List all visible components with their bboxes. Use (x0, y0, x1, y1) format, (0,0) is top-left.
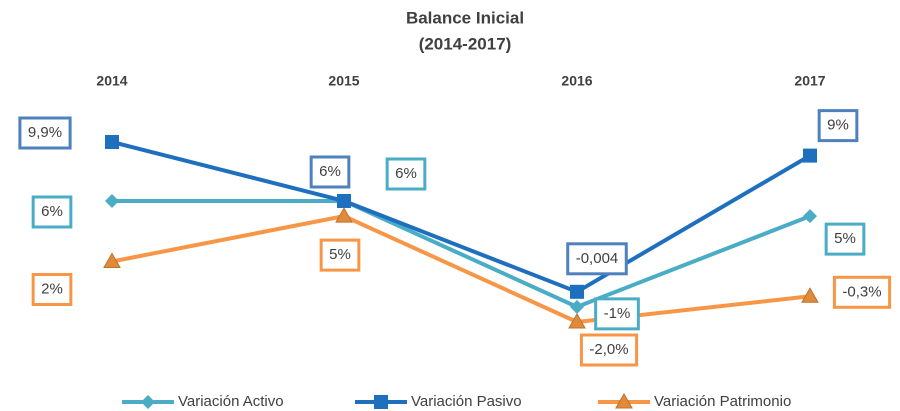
legend-label: Variación Pasivo (411, 393, 522, 410)
data-label: -0,3% (842, 283, 881, 300)
data-label: 6% (319, 163, 341, 180)
x-tick-label: 2017 (794, 73, 825, 89)
label-box (18, 116, 72, 150)
chart-subtitle: (2014-2017) (419, 34, 512, 53)
data-label: 2% (41, 280, 63, 297)
data-label: 6% (41, 203, 63, 220)
data-label: -1% (604, 305, 631, 322)
legend-label: Variación Patrimonio (654, 393, 791, 410)
label-box (817, 109, 859, 143)
data-label: -0,004 (576, 250, 619, 267)
legend-label: Variación Activo (178, 393, 284, 410)
label-box (309, 155, 351, 189)
x-tick-label: 2014 (96, 73, 127, 89)
data-label: 9,9% (28, 124, 62, 141)
data-label: 6% (395, 165, 417, 182)
x-tick-label: 2015 (328, 73, 359, 89)
marker (615, 392, 633, 409)
marker (141, 395, 155, 409)
data-label: -2,0% (589, 341, 628, 358)
marker (803, 148, 817, 163)
data-label: 9% (827, 117, 849, 134)
marker (103, 252, 121, 268)
marker (335, 207, 353, 223)
marker (105, 193, 119, 208)
marker (568, 312, 586, 329)
chart-title: Balance Inicial (406, 8, 524, 27)
series-line (111, 140, 812, 294)
marker (801, 287, 819, 303)
series-line (111, 214, 811, 324)
marker (374, 395, 388, 409)
marker (803, 209, 817, 224)
data-label: 5% (834, 230, 856, 247)
marker (105, 135, 119, 149)
x-tick-label: 2016 (561, 73, 592, 89)
label-box (31, 272, 73, 306)
series-line (112, 198, 811, 309)
label-box (824, 222, 866, 256)
marker (570, 299, 584, 314)
label-box (319, 238, 361, 272)
marker (337, 193, 351, 208)
marker (570, 284, 584, 299)
label-box (579, 333, 639, 367)
data-label: 5% (329, 246, 351, 263)
label-box (31, 195, 73, 229)
label-box (594, 297, 640, 331)
label-box (385, 157, 427, 191)
label-box (832, 275, 892, 309)
label-box (566, 242, 628, 276)
